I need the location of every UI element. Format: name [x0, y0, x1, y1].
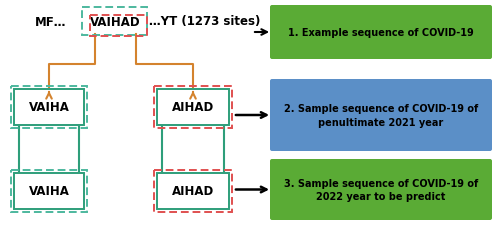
- Text: VAIHA: VAIHA: [28, 101, 70, 114]
- Text: AIHAD: AIHAD: [172, 101, 214, 114]
- Text: VAIHA: VAIHA: [28, 185, 70, 198]
- Text: 1. Example sequence of COVID-19: 1. Example sequence of COVID-19: [288, 28, 474, 38]
- Text: AIHAD: AIHAD: [172, 185, 214, 198]
- FancyBboxPatch shape: [270, 6, 492, 60]
- Text: VAIHAD: VAIHAD: [90, 16, 140, 28]
- FancyBboxPatch shape: [270, 80, 492, 151]
- Text: 3. Sample sequence of COVID-19 of
2022 year to be predict: 3. Sample sequence of COVID-19 of 2022 y…: [284, 178, 478, 201]
- Text: 2. Sample sequence of COVID-19 of
penultimate 2021 year: 2. Sample sequence of COVID-19 of penult…: [284, 104, 478, 127]
- Text: MF…: MF…: [35, 16, 66, 28]
- Text: …YT (1273 sites): …YT (1273 sites): [149, 16, 260, 28]
- FancyBboxPatch shape: [270, 159, 492, 220]
